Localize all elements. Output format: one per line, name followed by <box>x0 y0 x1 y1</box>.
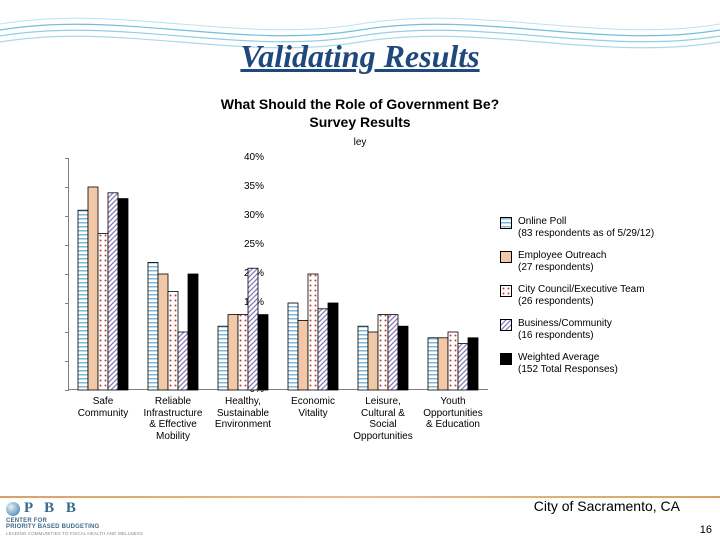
bar <box>158 274 168 390</box>
legend-item: City Council/Executive Team(26 responden… <box>500 284 686 308</box>
page-number: 16 <box>700 524 712 536</box>
bar <box>248 268 258 390</box>
x-category-label: YouthOpportunities& Education <box>419 396 487 431</box>
bar <box>98 233 108 390</box>
bar <box>168 291 178 390</box>
bar <box>258 315 268 390</box>
bar <box>218 326 228 390</box>
chart-title: What Should the Role of Government Be? S… <box>30 96 690 131</box>
legend-swatch <box>500 251 512 263</box>
bar <box>288 303 298 390</box>
chart-area: What Should the Role of Government Be? S… <box>30 96 690 476</box>
bar <box>388 315 398 390</box>
x-category-label: EconomicVitality <box>279 396 347 419</box>
legend-swatch <box>500 285 512 297</box>
chart-title-line2: Survey Results <box>309 114 410 130</box>
bar <box>118 199 128 390</box>
bar <box>238 315 248 390</box>
bar <box>378 315 388 390</box>
legend-item: Online Poll(83 respondents as of 5/29/12… <box>500 216 686 240</box>
legend: Online Poll(83 respondents as of 5/29/12… <box>500 216 686 386</box>
bar <box>228 315 238 390</box>
bar <box>438 338 448 390</box>
x-category-label: Healthy,SustainableEnvironment <box>209 396 277 431</box>
x-category-label: SafeCommunity <box>69 396 137 419</box>
chart-subtitle: ley <box>30 137 690 148</box>
legend-text: City Council/Executive Team(26 responden… <box>518 284 645 308</box>
bars-layer <box>68 158 488 390</box>
bar <box>358 326 368 390</box>
chart-title-wrap: What Should the Role of Government Be? S… <box>30 96 690 148</box>
logo-tagline-2: LEADING COMMUNITIES TO FISCAL HEALTH AND… <box>6 531 226 536</box>
title-wrap: Validating Results <box>0 38 720 75</box>
bar <box>78 210 88 390</box>
legend-text: Business/Community(16 respondents) <box>518 318 612 342</box>
logo-globe-icon <box>6 502 20 516</box>
legend-item: Weighted Average(152 Total Responses) <box>500 352 686 376</box>
bar <box>188 274 198 390</box>
legend-text: Online Poll(83 respondents as of 5/29/12… <box>518 216 654 240</box>
footer-city: City of Sacramento, CA <box>534 498 680 514</box>
legend-item: Employee Outreach(27 respondents) <box>500 250 686 274</box>
legend-swatch <box>500 217 512 229</box>
bar <box>328 303 338 390</box>
bar <box>88 187 98 390</box>
legend-swatch <box>500 353 512 365</box>
legend-swatch <box>500 319 512 331</box>
bar <box>318 309 328 390</box>
bar <box>298 320 308 390</box>
logo: P B B CENTER FORPRIORITY BASED BUDGETING… <box>6 500 226 536</box>
legend-item: Business/Community(16 respondents) <box>500 318 686 342</box>
legend-text: Employee Outreach(27 respondents) <box>518 250 606 274</box>
bar <box>428 338 438 390</box>
chart-title-line1: What Should the Role of Government Be? <box>221 96 499 112</box>
bar <box>148 262 158 390</box>
bar <box>368 332 378 390</box>
legend-text: Weighted Average(152 Total Responses) <box>518 352 618 376</box>
logo-letters: P B B <box>24 500 80 517</box>
bar <box>468 338 478 390</box>
bar <box>448 332 458 390</box>
bar <box>108 193 118 390</box>
slide-title: Validating Results <box>240 38 479 74</box>
slide: Validating Results What Should the Role … <box>0 0 720 540</box>
bar <box>178 332 188 390</box>
logo-tagline-1: CENTER FORPRIORITY BASED BUDGETING <box>6 518 226 530</box>
x-category-label: ReliableInfrastructure& EffectiveMobilit… <box>139 396 207 442</box>
x-category-label: Leisure,Cultural &SocialOpportunities <box>349 396 417 442</box>
bar <box>398 326 408 390</box>
bar <box>308 274 318 390</box>
bar <box>458 344 468 390</box>
